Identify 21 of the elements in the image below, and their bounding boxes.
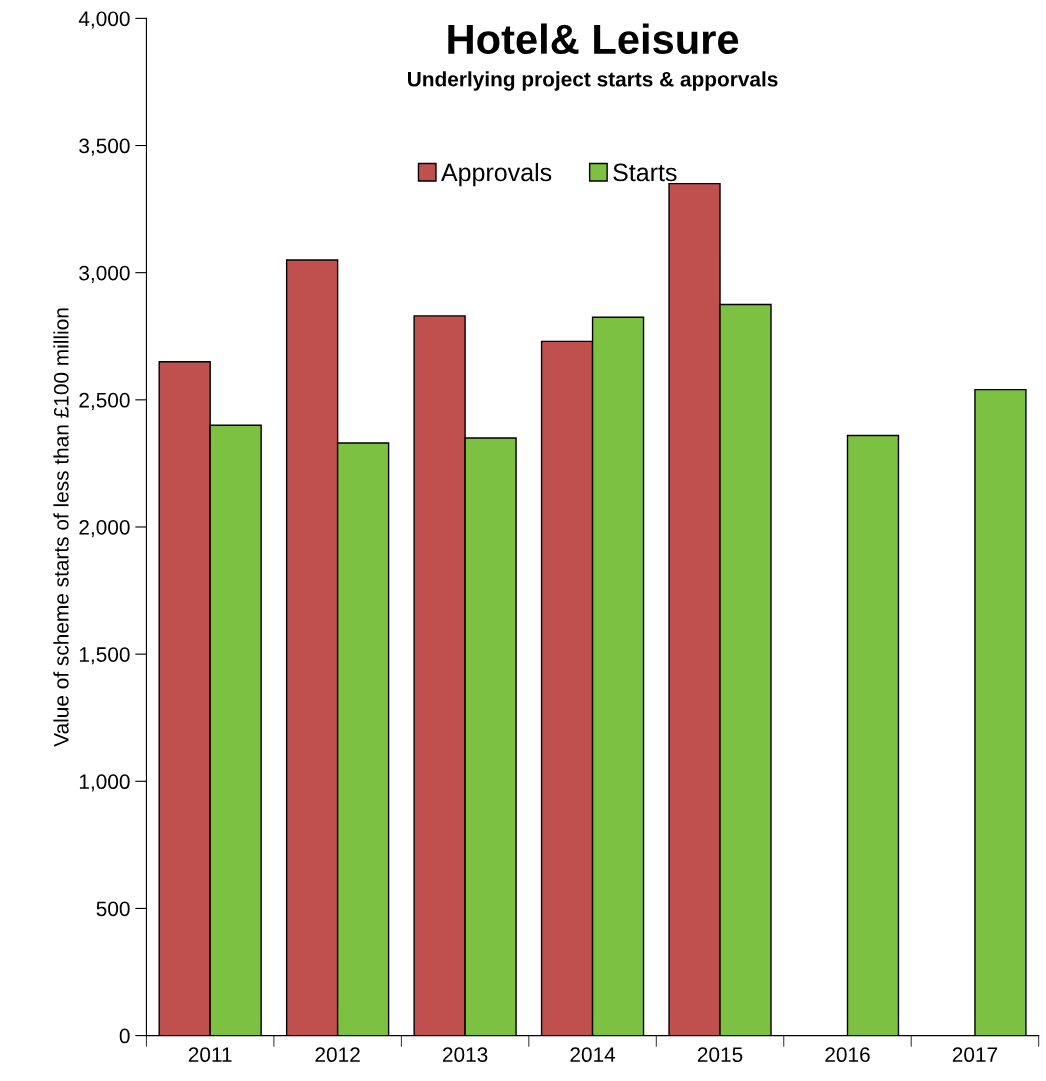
y-axis-title: Value of scheme starts of less than £100 million bbox=[53, 308, 69, 747]
legend-label: Approvals bbox=[441, 162, 552, 187]
x-tick-label: 2013 bbox=[442, 1047, 488, 1063]
x-tick-label: 2012 bbox=[315, 1047, 360, 1063]
y-tick-label: 3,500 bbox=[79, 138, 130, 156]
text: Underlying project starts & apporvals bbox=[408, 71, 778, 91]
x-tick-label: 2011 bbox=[188, 1047, 232, 1063]
y-tick-label: 500 bbox=[96, 901, 130, 917]
x-tick-label: 2016 bbox=[825, 1047, 870, 1063]
y-tick-label: 0 bbox=[119, 1028, 130, 1044]
x-tick-label: 2017 bbox=[952, 1047, 998, 1063]
legend-label: Starts bbox=[613, 163, 677, 182]
y-tick-label: 2,500 bbox=[79, 392, 130, 411]
y-tick-label: 2,000 bbox=[79, 519, 130, 538]
y-tick-label: 1,000 bbox=[79, 774, 130, 792]
x-tick-label: 2014 bbox=[570, 1047, 616, 1063]
chart-title: Hotel& Leisure bbox=[448, 23, 739, 55]
x-tick-label: 2015 bbox=[697, 1047, 743, 1063]
y-tick-label: 4,000 bbox=[78, 11, 130, 29]
y-tick-label: 1,500 bbox=[79, 647, 130, 665]
y-tick-label: 3,000 bbox=[79, 265, 130, 283]
